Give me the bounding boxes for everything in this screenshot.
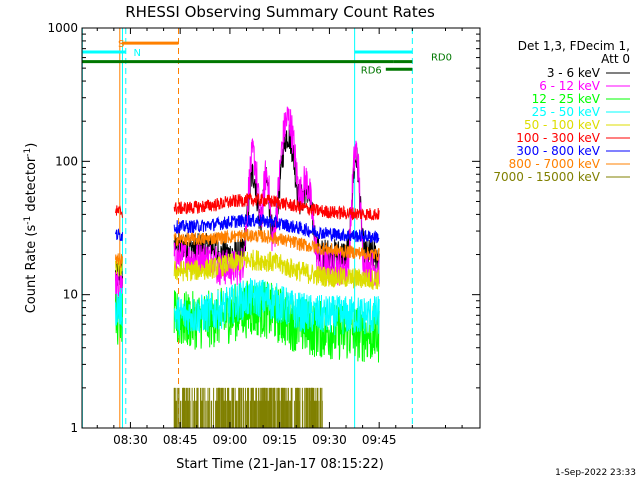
- series-1-line: [115, 271, 123, 308]
- state-bars: SN RD0 RD6: [82, 39, 452, 76]
- series-5-line: [115, 205, 123, 218]
- footer-date: 1-Sep-2022 23:33: [555, 468, 636, 478]
- legend-label-3: 25 - 50 keV: [532, 105, 601, 119]
- legend-label-0: 3 - 6 keV: [547, 66, 601, 80]
- state-label-N: N: [133, 48, 140, 59]
- data-layer: [82, 28, 413, 428]
- legend-label-7: 800 - 7000 keV: [509, 157, 601, 171]
- legend-label-1: 6 - 12 keV: [539, 79, 601, 93]
- series-6-line: [115, 228, 123, 242]
- y-tick-label: 1: [70, 421, 78, 435]
- x-tick-label: 09:30: [312, 433, 347, 447]
- x-tick-label: 09:15: [262, 433, 297, 447]
- series-4-line: [115, 255, 123, 277]
- series-4-line: [173, 249, 380, 290]
- plot-frame: [81, 27, 481, 429]
- x-tick-label: 08:45: [163, 433, 198, 447]
- series-8-spikes: [173, 387, 323, 428]
- legend-header-line-1: Det 1,3, FDecim 1,: [518, 39, 630, 53]
- state-label-RD0: RD0: [431, 53, 452, 64]
- legend-label-4: 50 - 100 keV: [524, 118, 601, 132]
- legend-label-2: 12 - 25 keV: [532, 92, 601, 106]
- y-axis-label-tail: detector: [24, 156, 39, 216]
- y-tick-label: 100: [55, 154, 78, 168]
- series-3-line: [115, 287, 123, 327]
- axis-ticks: 08:30 08:45 09:00 09:15 09:30 09:45 1 10 100 1000: [47, 21, 480, 447]
- series-6-line: [173, 213, 380, 244]
- series-7-line: [115, 252, 123, 268]
- legend-label-6: 300 - 800 keV: [516, 144, 600, 158]
- state-label-S: S: [118, 39, 124, 50]
- y-axis-label: Count Rate (s-1 detector-1): [23, 143, 39, 314]
- state-label-RD6: RD6: [361, 65, 382, 76]
- series-5-line: [173, 193, 380, 221]
- legend-label-5: 100 - 300 keV: [516, 131, 600, 145]
- x-axis-label: Start Time (21-Jan-17 08:15:22): [176, 457, 384, 472]
- series-1-line: [216, 106, 380, 286]
- x-tick-label: 09:45: [362, 433, 397, 447]
- y-axis-label-sup: -1: [23, 216, 33, 225]
- legend-label-8: 7000 - 15000 keV: [493, 170, 600, 184]
- series-3-line: [173, 278, 380, 336]
- legend-header-line-2: Att 0: [601, 52, 630, 66]
- y-axis-label-end: ): [24, 143, 39, 148]
- x-tick-label: 08:30: [113, 433, 148, 447]
- y-axis-label-sup2: -1: [23, 148, 33, 157]
- series-7-line: [173, 228, 380, 261]
- y-tick-label: 1000: [47, 21, 78, 35]
- x-tick-label: 09:00: [213, 433, 248, 447]
- y-axis-label-main: Count Rate (s: [24, 225, 39, 314]
- y-tick-label: 10: [63, 288, 78, 302]
- chart-title: RHESSI Observing Summary Count Rates: [125, 3, 435, 21]
